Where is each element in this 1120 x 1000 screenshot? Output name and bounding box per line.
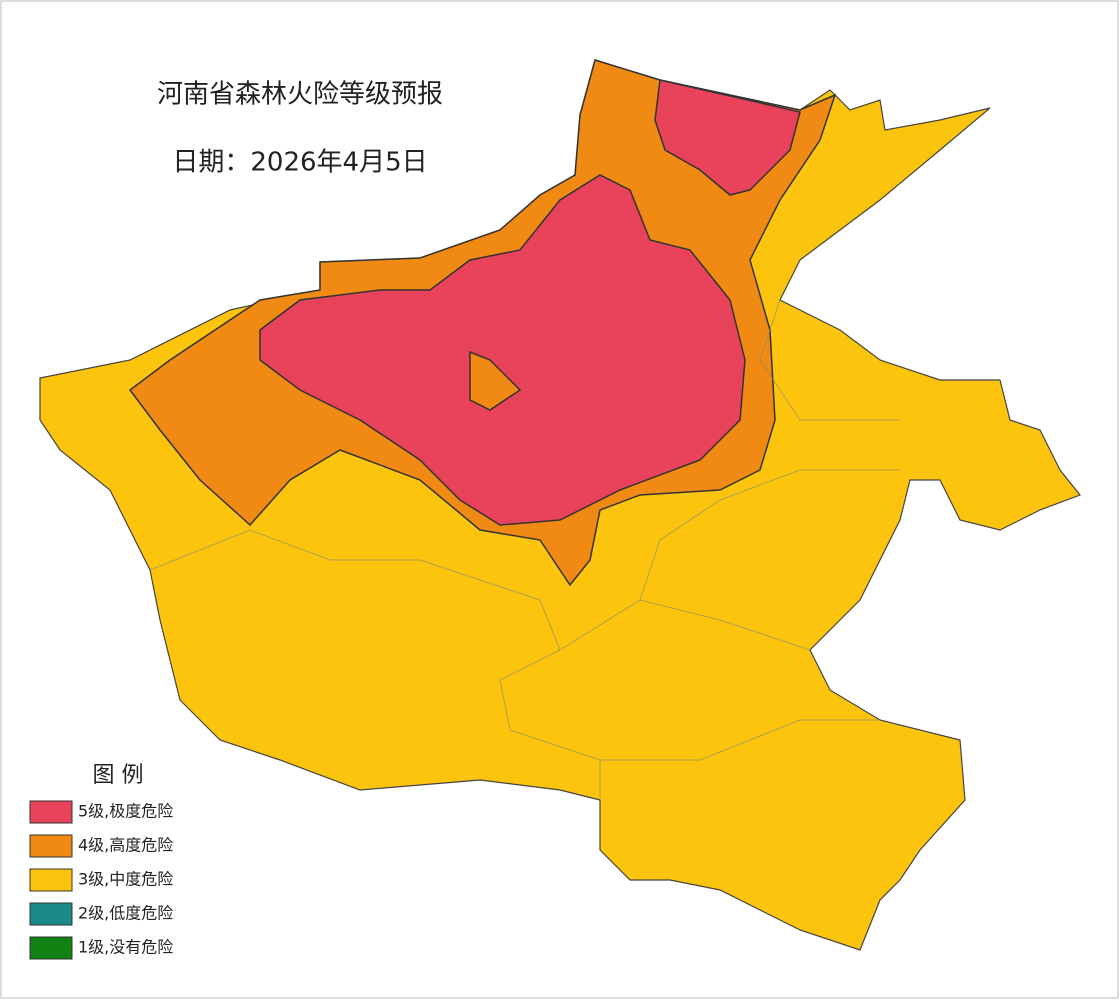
city-boundary [149, 299, 900, 800]
level-5-area [654, 79, 801, 196]
map-date: 日期：2026年4月5日 [172, 148, 427, 178]
legend-label: 4级,高度危险 [78, 836, 173, 855]
legend-swatch [29, 800, 73, 824]
level-4-area [469, 350, 522, 411]
legend: 5级,极度危险 4级,高度危险 3级,中度危险 2级,低度危险 1级,没有危险 [29, 800, 173, 960]
province-map [39, 59, 1081, 951]
legend-swatch [29, 834, 73, 858]
level-5-area [259, 174, 746, 526]
legend-label: 3级,中度危险 [78, 870, 173, 889]
legend-label: 2级,低度危险 [78, 904, 173, 923]
legend-swatch [29, 902, 73, 926]
legend-swatch [29, 868, 73, 892]
legend-label: 5级,极度危险 [78, 802, 173, 821]
legend-swatch [29, 936, 73, 960]
map-title: 河南省森林火险等级预报 [157, 80, 443, 110]
legend-label: 1级,没有危险 [78, 938, 173, 957]
legend-title: 图 例 [93, 763, 144, 788]
